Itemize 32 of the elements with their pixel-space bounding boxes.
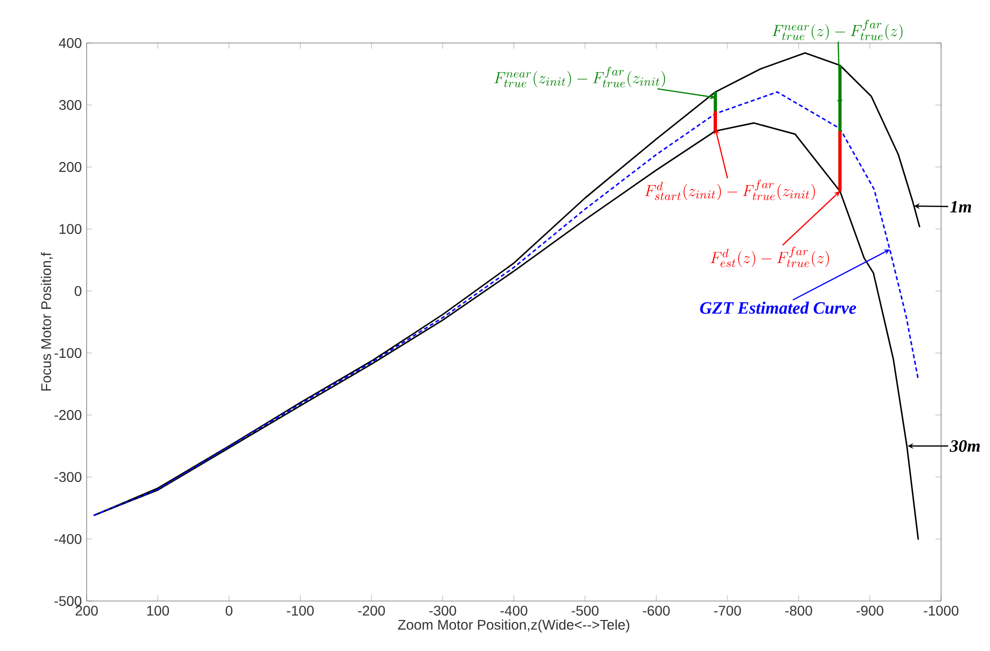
annotation: $F^{d}_{est}(z) - F^{far}_{true}(z)$ <box>710 246 829 268</box>
x-tick-label: -1000 <box>924 606 958 616</box>
annotation: $F^{d}_{start}(z_{init}) - F^{far}_{true}(z_{init})$ <box>644 180 815 200</box>
annotation: GZT Estimated Curve <box>700 302 856 314</box>
x-axis-title: Zoom Motor Position,z(Wide<-->Tele) <box>398 619 630 632</box>
x-tick-label: -700 <box>714 606 741 616</box>
y-tick-label: -300 <box>54 472 82 482</box>
x-tick-label: 200 <box>76 606 98 616</box>
x-tick-label: -800 <box>785 606 812 616</box>
y-tick-label: 100 <box>60 224 82 234</box>
y-tick-label: 200 <box>59 162 82 172</box>
x-tick-label: -100 <box>286 606 314 616</box>
x-tick-label: 100 <box>147 606 169 616</box>
x-tick-label: -600 <box>642 606 670 616</box>
annotation: 30m <box>950 440 980 452</box>
y-axis-title: Focus Motor Position,f <box>40 252 53 390</box>
y-tick-label: -100 <box>54 348 82 358</box>
x-tick-label: -900 <box>856 606 884 616</box>
x-tick-label: -400 <box>500 606 528 616</box>
y-tick-label: 400 <box>58 38 82 48</box>
x-tick-label: -200 <box>358 606 385 616</box>
annotation: $F^{near}_{true}(z) - F^{far}_{true}(z)$ <box>772 20 902 40</box>
y-tick-label: 0 <box>74 286 82 296</box>
x-tick-label: -500 <box>572 606 599 616</box>
annotation: $F^{near}_{true}(z_{init}) - F^{far}_{true}(z_{init})$ <box>494 66 666 88</box>
x-tick-label: 0 <box>226 606 232 616</box>
y-tick-label: -200 <box>54 410 82 420</box>
y-tick-label: -500 <box>54 596 82 606</box>
y-tick-label: -400 <box>54 534 82 544</box>
x-tick-label: -300 <box>429 606 456 616</box>
annotation: 1m <box>950 200 972 212</box>
y-tick-label: 300 <box>59 100 82 110</box>
